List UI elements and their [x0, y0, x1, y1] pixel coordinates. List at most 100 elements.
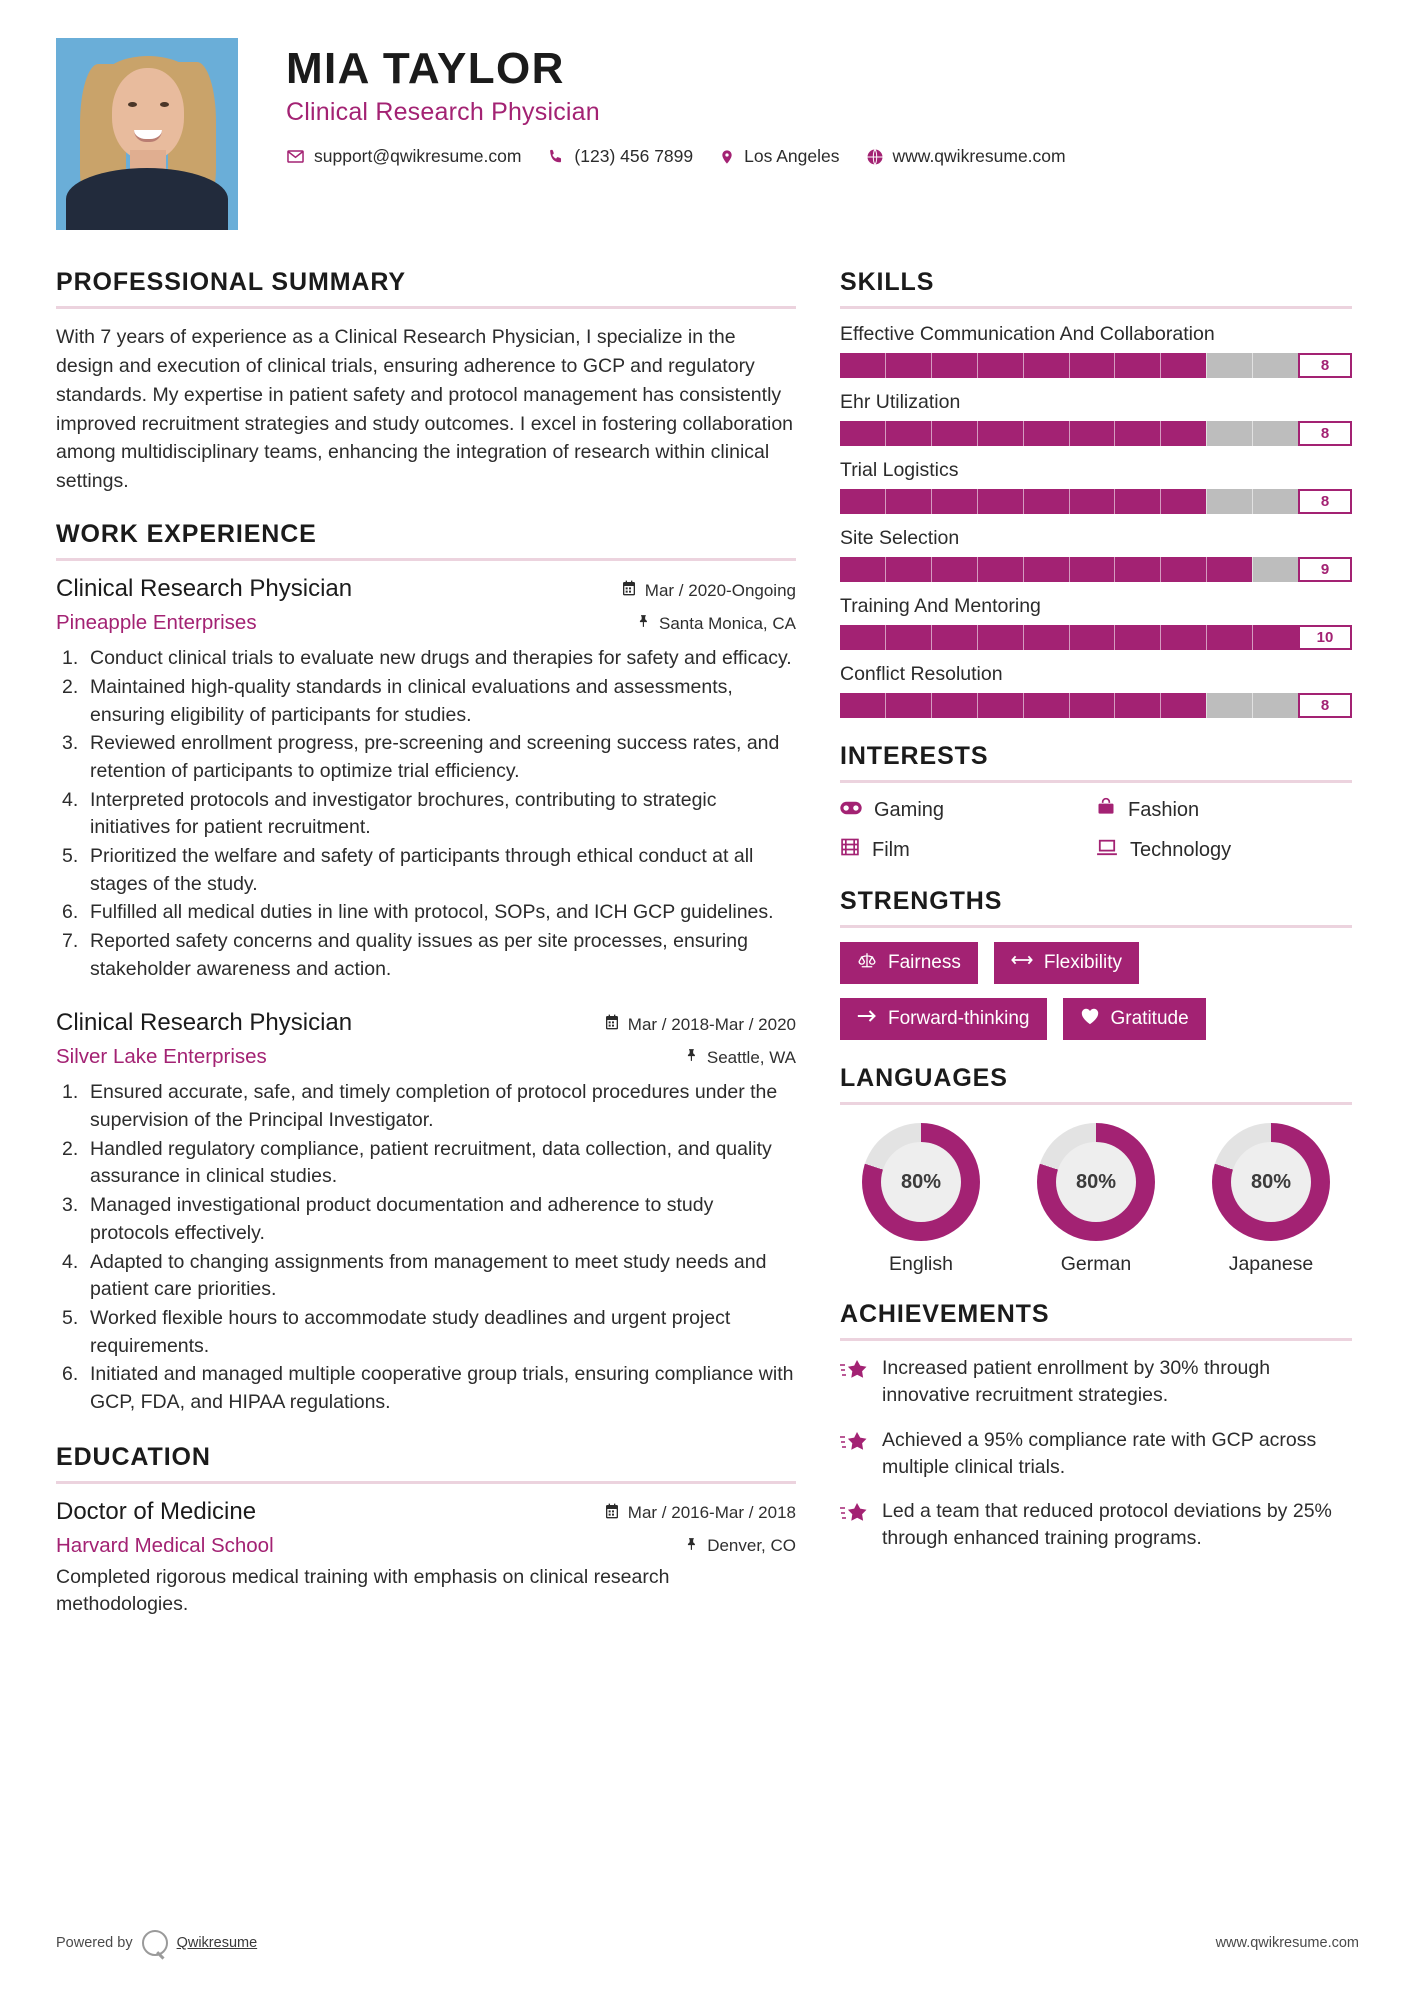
- header-text-block: MIA TAYLOR Clinical Research Physician s…: [286, 38, 1359, 167]
- skill-score: 8: [1298, 353, 1352, 378]
- skill-item: Ehr Utilization 8: [840, 391, 1352, 446]
- candidate-name: MIA TAYLOR: [286, 44, 565, 93]
- globe-icon: [866, 148, 884, 166]
- interest-label: Fashion: [1128, 798, 1200, 821]
- location-pin-icon: [719, 147, 735, 167]
- skill-score: 8: [1298, 421, 1352, 446]
- strength-label: Gratitude: [1110, 1008, 1189, 1029]
- language-donut: 80%: [1212, 1123, 1330, 1241]
- language-label: German: [1060, 1253, 1132, 1275]
- job-bullet: Prioritized the welfare and safety of pa…: [62, 843, 754, 895]
- skill-item: Site Selection 9: [840, 527, 1352, 582]
- section-title-skills: SKILLS: [840, 268, 935, 296]
- contact-email[interactable]: support@qwikresume.com: [286, 146, 521, 167]
- interest-item: Technology: [1096, 837, 1352, 863]
- job-title: Clinical Research Physician: [56, 575, 353, 603]
- job-bullet: Ensured accurate, safe, and timely compl…: [62, 1079, 778, 1132]
- powered-by-block[interactable]: Powered by Qwikresume: [56, 1930, 257, 1956]
- education-school: Harvard Medical School: [56, 1533, 274, 1557]
- skill-label: Ehr Utilization: [840, 391, 961, 413]
- achievement-item: Increased patient enrollment by 30% thro…: [840, 1355, 1352, 1410]
- section-title-languages: LANGUAGES: [840, 1064, 1008, 1092]
- skill-bar: [840, 693, 1298, 718]
- job-company: Pineapple Enterprises: [56, 611, 257, 635]
- skill-item: Conflict Resolution 8: [840, 663, 1352, 718]
- job-bullet: Adapted to changing assignments from man…: [62, 1249, 767, 1301]
- section-divider: [840, 1102, 1352, 1105]
- contact-location: Los Angeles: [719, 146, 840, 167]
- section-divider: [56, 558, 796, 562]
- film-reel-icon: [840, 837, 860, 863]
- qwikresume-brand-link[interactable]: Qwikresume: [176, 1935, 258, 1951]
- education-location: Denver, CO: [685, 1536, 796, 1557]
- strength-badge: Forward-thinking: [840, 998, 1047, 1040]
- achievement-item: Led a team that reduced protocol deviati…: [840, 1498, 1352, 1553]
- job-bullets: Ensured accurate, safe, and timely compl…: [56, 1079, 796, 1416]
- laptop-icon: [1096, 838, 1118, 862]
- interest-item: Film: [840, 837, 1096, 863]
- job-bullet: Worked flexible hours to accommodate stu…: [62, 1305, 731, 1357]
- education-degree: Doctor of Medicine: [56, 1497, 257, 1525]
- skill-item: Effective Communication And Collaboratio…: [840, 323, 1352, 378]
- skill-label: Site Selection: [840, 527, 960, 549]
- heart-icon: [1080, 1007, 1100, 1031]
- section-languages: LANGUAGES 80% English 80%: [840, 1064, 1352, 1276]
- interest-label: Gaming: [874, 798, 945, 821]
- pin-icon: [637, 613, 651, 634]
- section-title-interests: INTERESTS: [840, 742, 989, 770]
- language-item: 80% English: [846, 1123, 996, 1276]
- section-divider: [840, 1338, 1352, 1341]
- language-percent: 80%: [881, 1142, 961, 1222]
- job-dates-text: Mar / 2020-Ongoing: [644, 580, 796, 600]
- footer-website[interactable]: www.qwikresume.com: [1215, 1935, 1359, 1951]
- contact-phone[interactable]: (123) 456 7899: [547, 146, 693, 167]
- strength-list: Fairness Flexibility Forward-thinking: [840, 942, 1352, 1040]
- education-dates-text: Mar / 2016-Mar / 2018: [627, 1503, 796, 1523]
- contact-email-text: support@qwikresume.com: [314, 146, 522, 167]
- profile-photo: [56, 38, 238, 230]
- achievement-item: Achieved a 95% compliance rate with GCP …: [840, 1427, 1352, 1482]
- section-work-experience: WORK EXPERIENCE Clinical Research Physic…: [56, 520, 796, 1417]
- section-title-strengths: STRENGTHS: [840, 887, 1003, 915]
- job-company: Silver Lake Enterprises: [56, 1045, 267, 1069]
- job-bullet: Reviewed enrollment progress, pre-screen…: [62, 730, 780, 782]
- language-percent: 80%: [1231, 1142, 1311, 1222]
- strength-label: Fairness: [888, 952, 961, 973]
- job-dates: Mar / 2018-Mar / 2020: [604, 1014, 796, 1035]
- right-column: SKILLS Effective Communication And Colla…: [840, 268, 1352, 1643]
- section-title-education: EDUCATION: [56, 1442, 211, 1471]
- achievement-text: Achieved a 95% compliance rate with GCP …: [882, 1428, 1317, 1478]
- section-divider: [840, 925, 1352, 928]
- arrow-right-icon: [857, 1008, 877, 1030]
- skill-label: Effective Communication And Collaboratio…: [840, 323, 1215, 345]
- job-bullet: Fulfilled all medical duties in line wit…: [62, 899, 774, 926]
- work-entry: Clinical Research Physician Mar / 2018-M…: [56, 1009, 796, 1416]
- achievement-text: Led a team that reduced protocol deviati…: [882, 1500, 1332, 1550]
- language-label: English: [889, 1253, 953, 1275]
- resume-footer: Powered by Qwikresume www.qwikresume.com: [56, 1930, 1359, 1956]
- education-dates: Mar / 2016-Mar / 2018: [604, 1503, 796, 1524]
- skill-score: 9: [1298, 557, 1352, 582]
- strength-badge: Gratitude: [1062, 998, 1206, 1040]
- gamepad-icon: [840, 799, 862, 822]
- skill-bar: [840, 421, 1298, 446]
- section-title-summary: PROFESSIONAL SUMMARY: [56, 268, 406, 296]
- section-divider: [56, 306, 796, 309]
- job-location-text: Seattle, WA: [706, 1047, 796, 1067]
- language-percent: 80%: [1056, 1142, 1136, 1222]
- skill-score: 10: [1298, 625, 1352, 650]
- language-list: 80% English 80% German: [840, 1119, 1352, 1276]
- section-title-achievements: ACHIEVEMENTS: [840, 1300, 1050, 1328]
- summary-text: With 7 years of experience as a Clinical…: [56, 326, 794, 493]
- job-dates: Mar / 2020-Ongoing: [621, 580, 796, 601]
- contact-phone-text: (123) 456 7899: [574, 146, 694, 167]
- work-entry: Clinical Research Physician Mar / 2020-O…: [56, 575, 796, 983]
- job-dates-text: Mar / 2018-Mar / 2020: [627, 1014, 796, 1034]
- candidate-role: Clinical Research Physician: [286, 98, 600, 127]
- section-education: EDUCATION Doctor of Medicine Mar / 2016-…: [56, 1443, 796, 1619]
- job-bullet: Interpreted protocols and investigator b…: [62, 787, 717, 839]
- contact-website[interactable]: www.qwikresume.com: [866, 146, 1066, 167]
- skill-score: 8: [1298, 489, 1352, 514]
- content-columns: PROFESSIONAL SUMMARY With 7 years of exp…: [56, 268, 1359, 1643]
